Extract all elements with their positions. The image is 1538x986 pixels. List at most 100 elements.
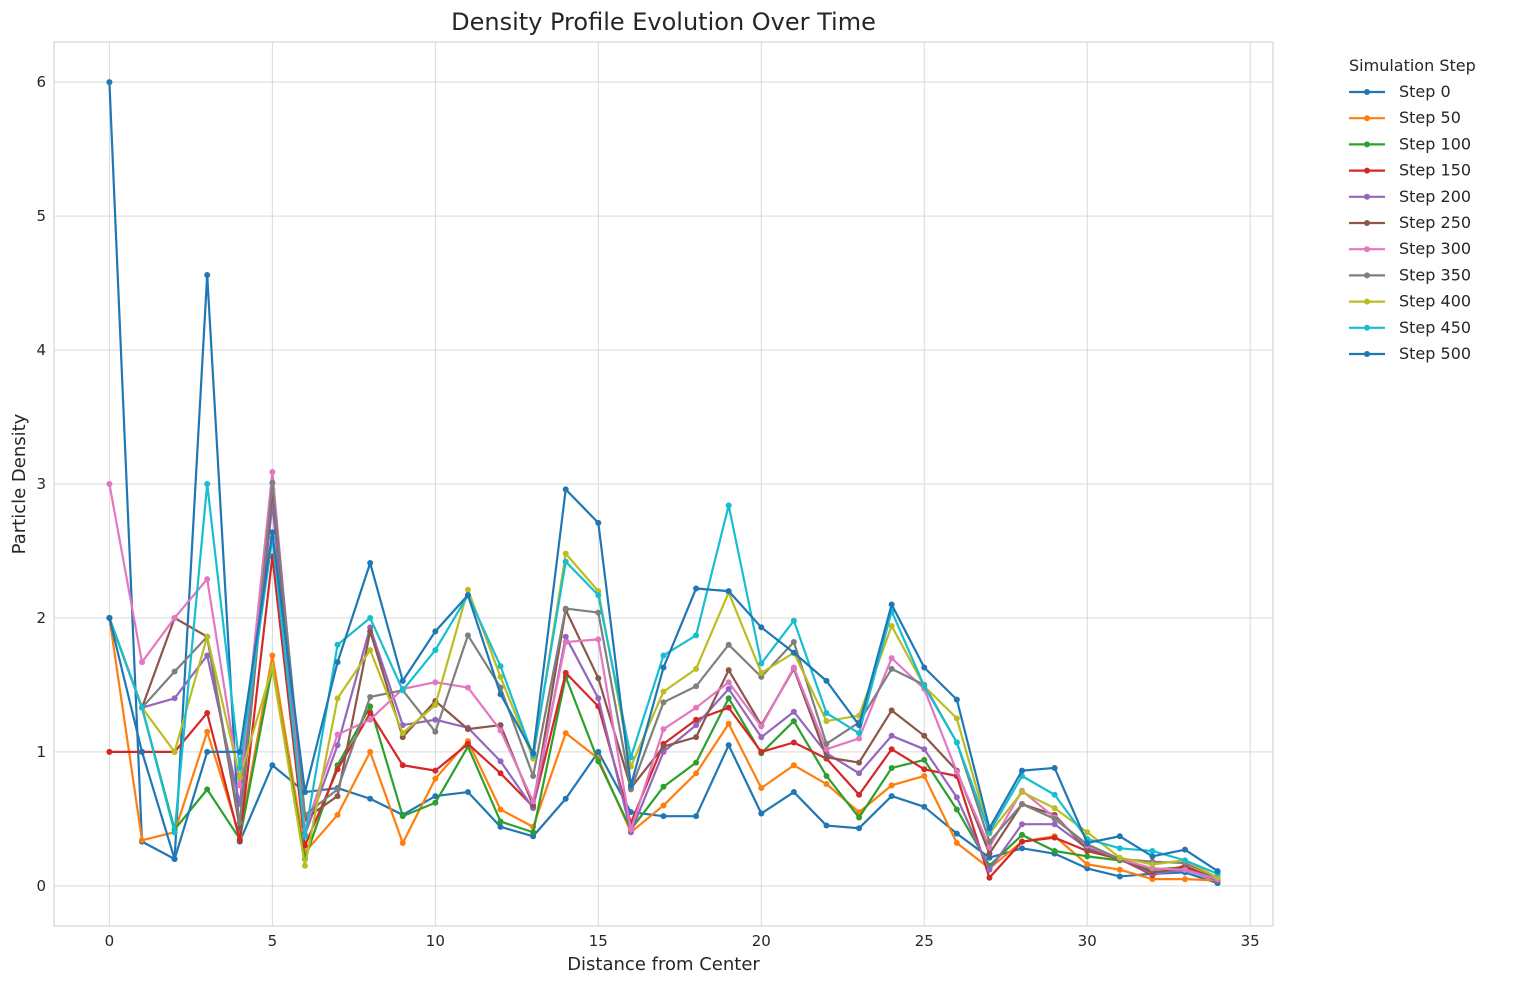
data-point (986, 843, 993, 850)
data-point (986, 866, 993, 873)
data-point (986, 874, 993, 881)
data-point (856, 730, 863, 737)
data-point (595, 592, 602, 599)
data-point (562, 605, 569, 612)
legend-items: Step 0 Step 50 Step 100 Step 150 Step 200 Ste… (1349, 82, 1471, 363)
data-point (595, 636, 602, 643)
data-point (725, 641, 732, 648)
data-point (595, 609, 602, 616)
data-point (790, 649, 797, 656)
legend-swatch-marker (1364, 115, 1370, 122)
data-point (204, 728, 211, 735)
data-point (301, 789, 308, 796)
data-point (204, 786, 211, 793)
data-point (1084, 853, 1091, 860)
data-point (693, 734, 700, 741)
data-point (921, 766, 928, 773)
data-point (171, 748, 178, 755)
chart-title: Density Profile Evolution Over Time (451, 8, 876, 36)
data-point (823, 781, 830, 788)
data-point (1051, 847, 1058, 854)
data-point (660, 699, 667, 706)
data-point (139, 704, 146, 711)
data-point (758, 734, 765, 741)
data-point (725, 679, 732, 686)
legend-swatch-marker (1364, 246, 1370, 253)
data-point (464, 726, 471, 733)
data-point (693, 585, 700, 592)
data-point (823, 746, 830, 753)
data-point (660, 664, 667, 671)
data-point (921, 683, 928, 690)
data-point (921, 803, 928, 810)
data-point (1181, 876, 1188, 883)
data-point (562, 558, 569, 565)
data-point (953, 696, 960, 703)
data-point (236, 837, 243, 844)
data-point (758, 723, 765, 730)
legend-item: Step 450 (1349, 318, 1471, 337)
data-point (236, 764, 243, 771)
data-point (660, 726, 667, 733)
data-point (1149, 861, 1156, 868)
y-axis-ticks: 0 1 2 3 4 5 6 (36, 73, 46, 895)
data-point (171, 856, 178, 863)
data-point (627, 754, 634, 761)
data-point (497, 663, 504, 670)
data-point (432, 728, 439, 735)
legend-item: Step 500 (1349, 344, 1471, 363)
data-point (236, 819, 243, 826)
data-point (334, 766, 341, 773)
data-point (464, 632, 471, 639)
data-point (790, 664, 797, 671)
data-point (171, 614, 178, 621)
legend-item: Step 300 (1349, 239, 1471, 258)
legend-swatch-marker (1364, 298, 1370, 305)
y-tick-label: 5 (36, 207, 46, 225)
y-tick-label: 1 (36, 743, 46, 761)
data-point (823, 710, 830, 717)
data-point (660, 813, 667, 820)
data-point (139, 748, 146, 755)
data-point (1019, 821, 1026, 828)
data-point (790, 762, 797, 769)
data-point (953, 715, 960, 722)
data-point (660, 748, 667, 755)
data-point (725, 742, 732, 749)
x-tick-label: 15 (589, 932, 608, 950)
data-point (269, 479, 276, 486)
legend-label: Step 500 (1399, 344, 1471, 363)
data-point (823, 740, 830, 747)
data-point (953, 794, 960, 801)
data-point (464, 684, 471, 691)
data-point (856, 791, 863, 798)
data-point (399, 677, 406, 684)
legend-item: Step 0 (1349, 82, 1451, 101)
data-point (595, 758, 602, 765)
data-point (367, 703, 374, 710)
data-point (464, 592, 471, 599)
data-point (856, 814, 863, 821)
data-point (204, 576, 211, 583)
data-point (204, 633, 211, 640)
data-point (367, 693, 374, 700)
data-point (1116, 833, 1123, 840)
data-point (106, 79, 113, 86)
y-tick-label: 0 (36, 877, 46, 895)
legend-item: Step 400 (1349, 292, 1471, 311)
legend-swatch-marker (1364, 141, 1370, 148)
data-point (432, 702, 439, 708)
data-point (301, 842, 308, 849)
data-point (530, 772, 537, 779)
data-point (856, 735, 863, 742)
data-point (204, 272, 211, 279)
data-point (693, 683, 700, 690)
data-point (334, 742, 341, 749)
x-tick-label: 25 (915, 932, 934, 950)
data-point (367, 748, 374, 755)
data-point (432, 793, 439, 800)
data-point (953, 739, 960, 746)
data-point (1116, 866, 1123, 873)
x-tick-label: 35 (1241, 932, 1260, 950)
data-point (1116, 873, 1123, 880)
